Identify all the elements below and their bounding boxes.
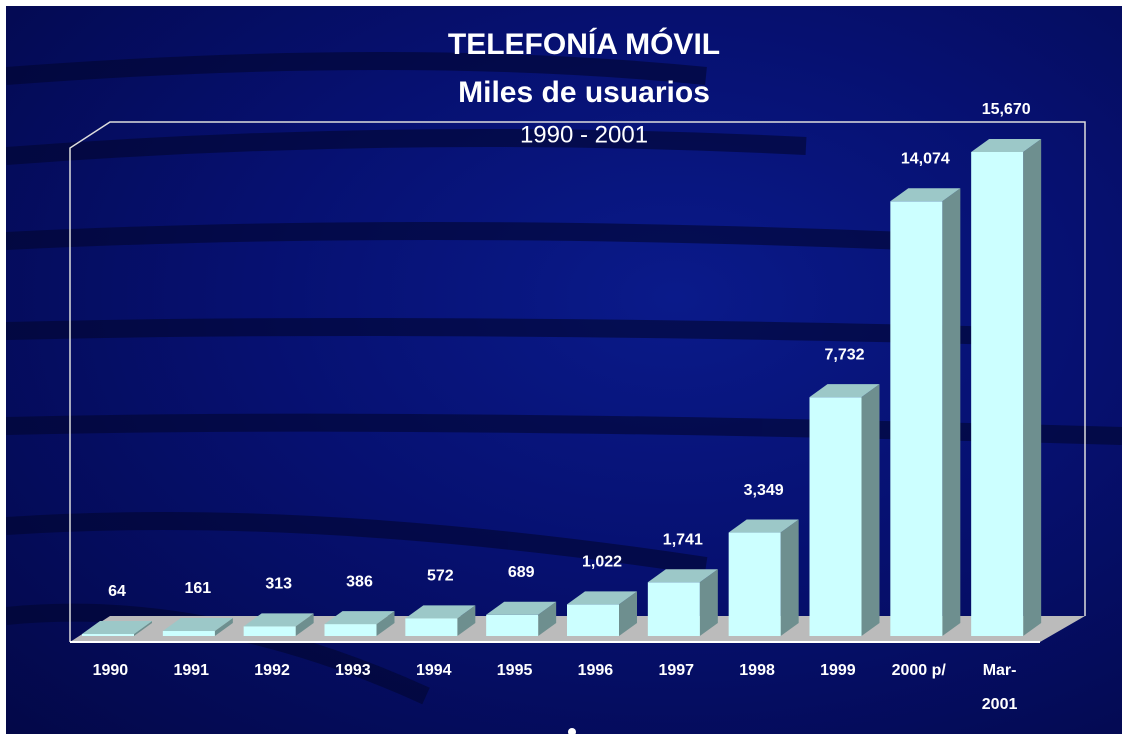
bar-side xyxy=(699,569,718,636)
value-label: 161 xyxy=(184,580,211,597)
value-label: 14,074 xyxy=(901,151,950,168)
chart-frame xyxy=(69,121,1086,642)
bar xyxy=(82,634,134,636)
bar-side xyxy=(295,613,314,636)
bar-top xyxy=(809,384,880,398)
background-swooshes xyxy=(6,52,1122,705)
x-tick-label: 1998 xyxy=(739,662,775,679)
value-label: 386 xyxy=(346,573,373,590)
x-tick-label: 1996 xyxy=(577,662,614,679)
slide-dot xyxy=(568,728,576,734)
bar-top xyxy=(486,601,557,615)
chart: TELEFONÍA MÓVIL Miles de usuarios 1990 -… xyxy=(6,27,1122,734)
value-label: 1,741 xyxy=(663,531,703,548)
x-tick-label: 1999 xyxy=(820,662,856,679)
bar xyxy=(728,532,781,636)
x-tick-label: 1992 xyxy=(254,662,290,679)
bar xyxy=(971,152,1024,636)
bar-side xyxy=(780,519,799,636)
bar-side xyxy=(619,591,637,636)
x-tick-label: 1997 xyxy=(658,662,695,679)
bar-top xyxy=(728,519,799,533)
value-label: 64 xyxy=(108,583,126,600)
chart-subtitle: Miles de usuarios xyxy=(458,76,710,109)
bar-side xyxy=(457,605,476,636)
value-label: 15,670 xyxy=(982,101,1031,118)
value-label: 313 xyxy=(265,576,292,593)
bar-top xyxy=(647,569,718,583)
value-label: 689 xyxy=(508,564,535,581)
bar-side xyxy=(538,601,557,636)
bar-top xyxy=(324,611,395,625)
bar xyxy=(567,604,619,636)
bar-side xyxy=(134,621,152,636)
bar-top xyxy=(890,188,961,202)
value-label: 7,732 xyxy=(824,346,864,363)
value-label: 3,349 xyxy=(744,482,784,499)
bar-top xyxy=(405,605,476,619)
bar-side xyxy=(376,611,395,636)
bar xyxy=(890,201,943,637)
bar-side xyxy=(861,384,880,636)
value-label: 572 xyxy=(427,568,454,585)
x-tick-label: 1995 xyxy=(496,662,533,679)
chart-title: TELEFONÍA MÓVIL xyxy=(448,27,720,61)
bar-top xyxy=(82,621,152,635)
bar-side xyxy=(942,188,961,637)
bar-top xyxy=(162,618,233,632)
slide: TELEFONÍA MÓVIL Miles de usuarios 1990 -… xyxy=(6,6,1122,734)
x-tick-label: 1994 xyxy=(415,662,452,679)
bar xyxy=(647,582,700,636)
bar-top xyxy=(971,139,1042,152)
bar-top xyxy=(243,613,314,627)
x-tick-label: Mar-2001 xyxy=(981,662,1018,713)
value-label: 1,022 xyxy=(582,554,622,571)
bar xyxy=(243,626,296,636)
bar xyxy=(162,631,215,636)
bar xyxy=(486,614,539,636)
bar xyxy=(324,624,377,636)
bar-top xyxy=(567,591,637,605)
x-tick-label: 1991 xyxy=(173,662,210,679)
x-tick-label: 1990 xyxy=(92,662,129,679)
chart-period: 1990 - 2001 xyxy=(520,121,648,148)
bar xyxy=(405,618,458,636)
x-tick-label: 1993 xyxy=(335,662,371,679)
bar-side xyxy=(214,618,233,636)
bar-side xyxy=(1023,139,1042,636)
x-tick-label: 2000 p/ xyxy=(891,662,946,679)
bar xyxy=(809,397,862,636)
